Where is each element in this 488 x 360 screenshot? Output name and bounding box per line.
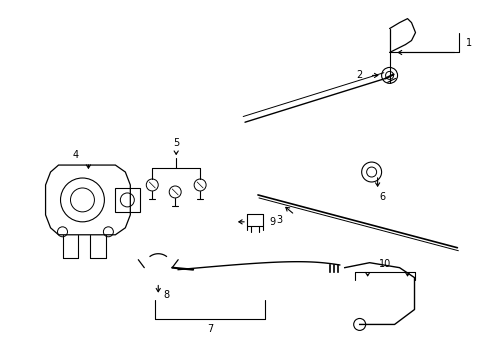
Text: 4: 4 bbox=[72, 150, 79, 160]
Text: 6: 6 bbox=[379, 192, 385, 202]
Text: 5: 5 bbox=[173, 138, 179, 148]
Text: 3: 3 bbox=[275, 215, 282, 225]
Text: 2: 2 bbox=[356, 71, 362, 80]
Text: 1: 1 bbox=[466, 37, 471, 48]
Text: 10: 10 bbox=[378, 259, 390, 269]
Text: 8: 8 bbox=[163, 289, 169, 300]
Text: 9: 9 bbox=[269, 217, 275, 227]
Text: 7: 7 bbox=[206, 324, 213, 334]
